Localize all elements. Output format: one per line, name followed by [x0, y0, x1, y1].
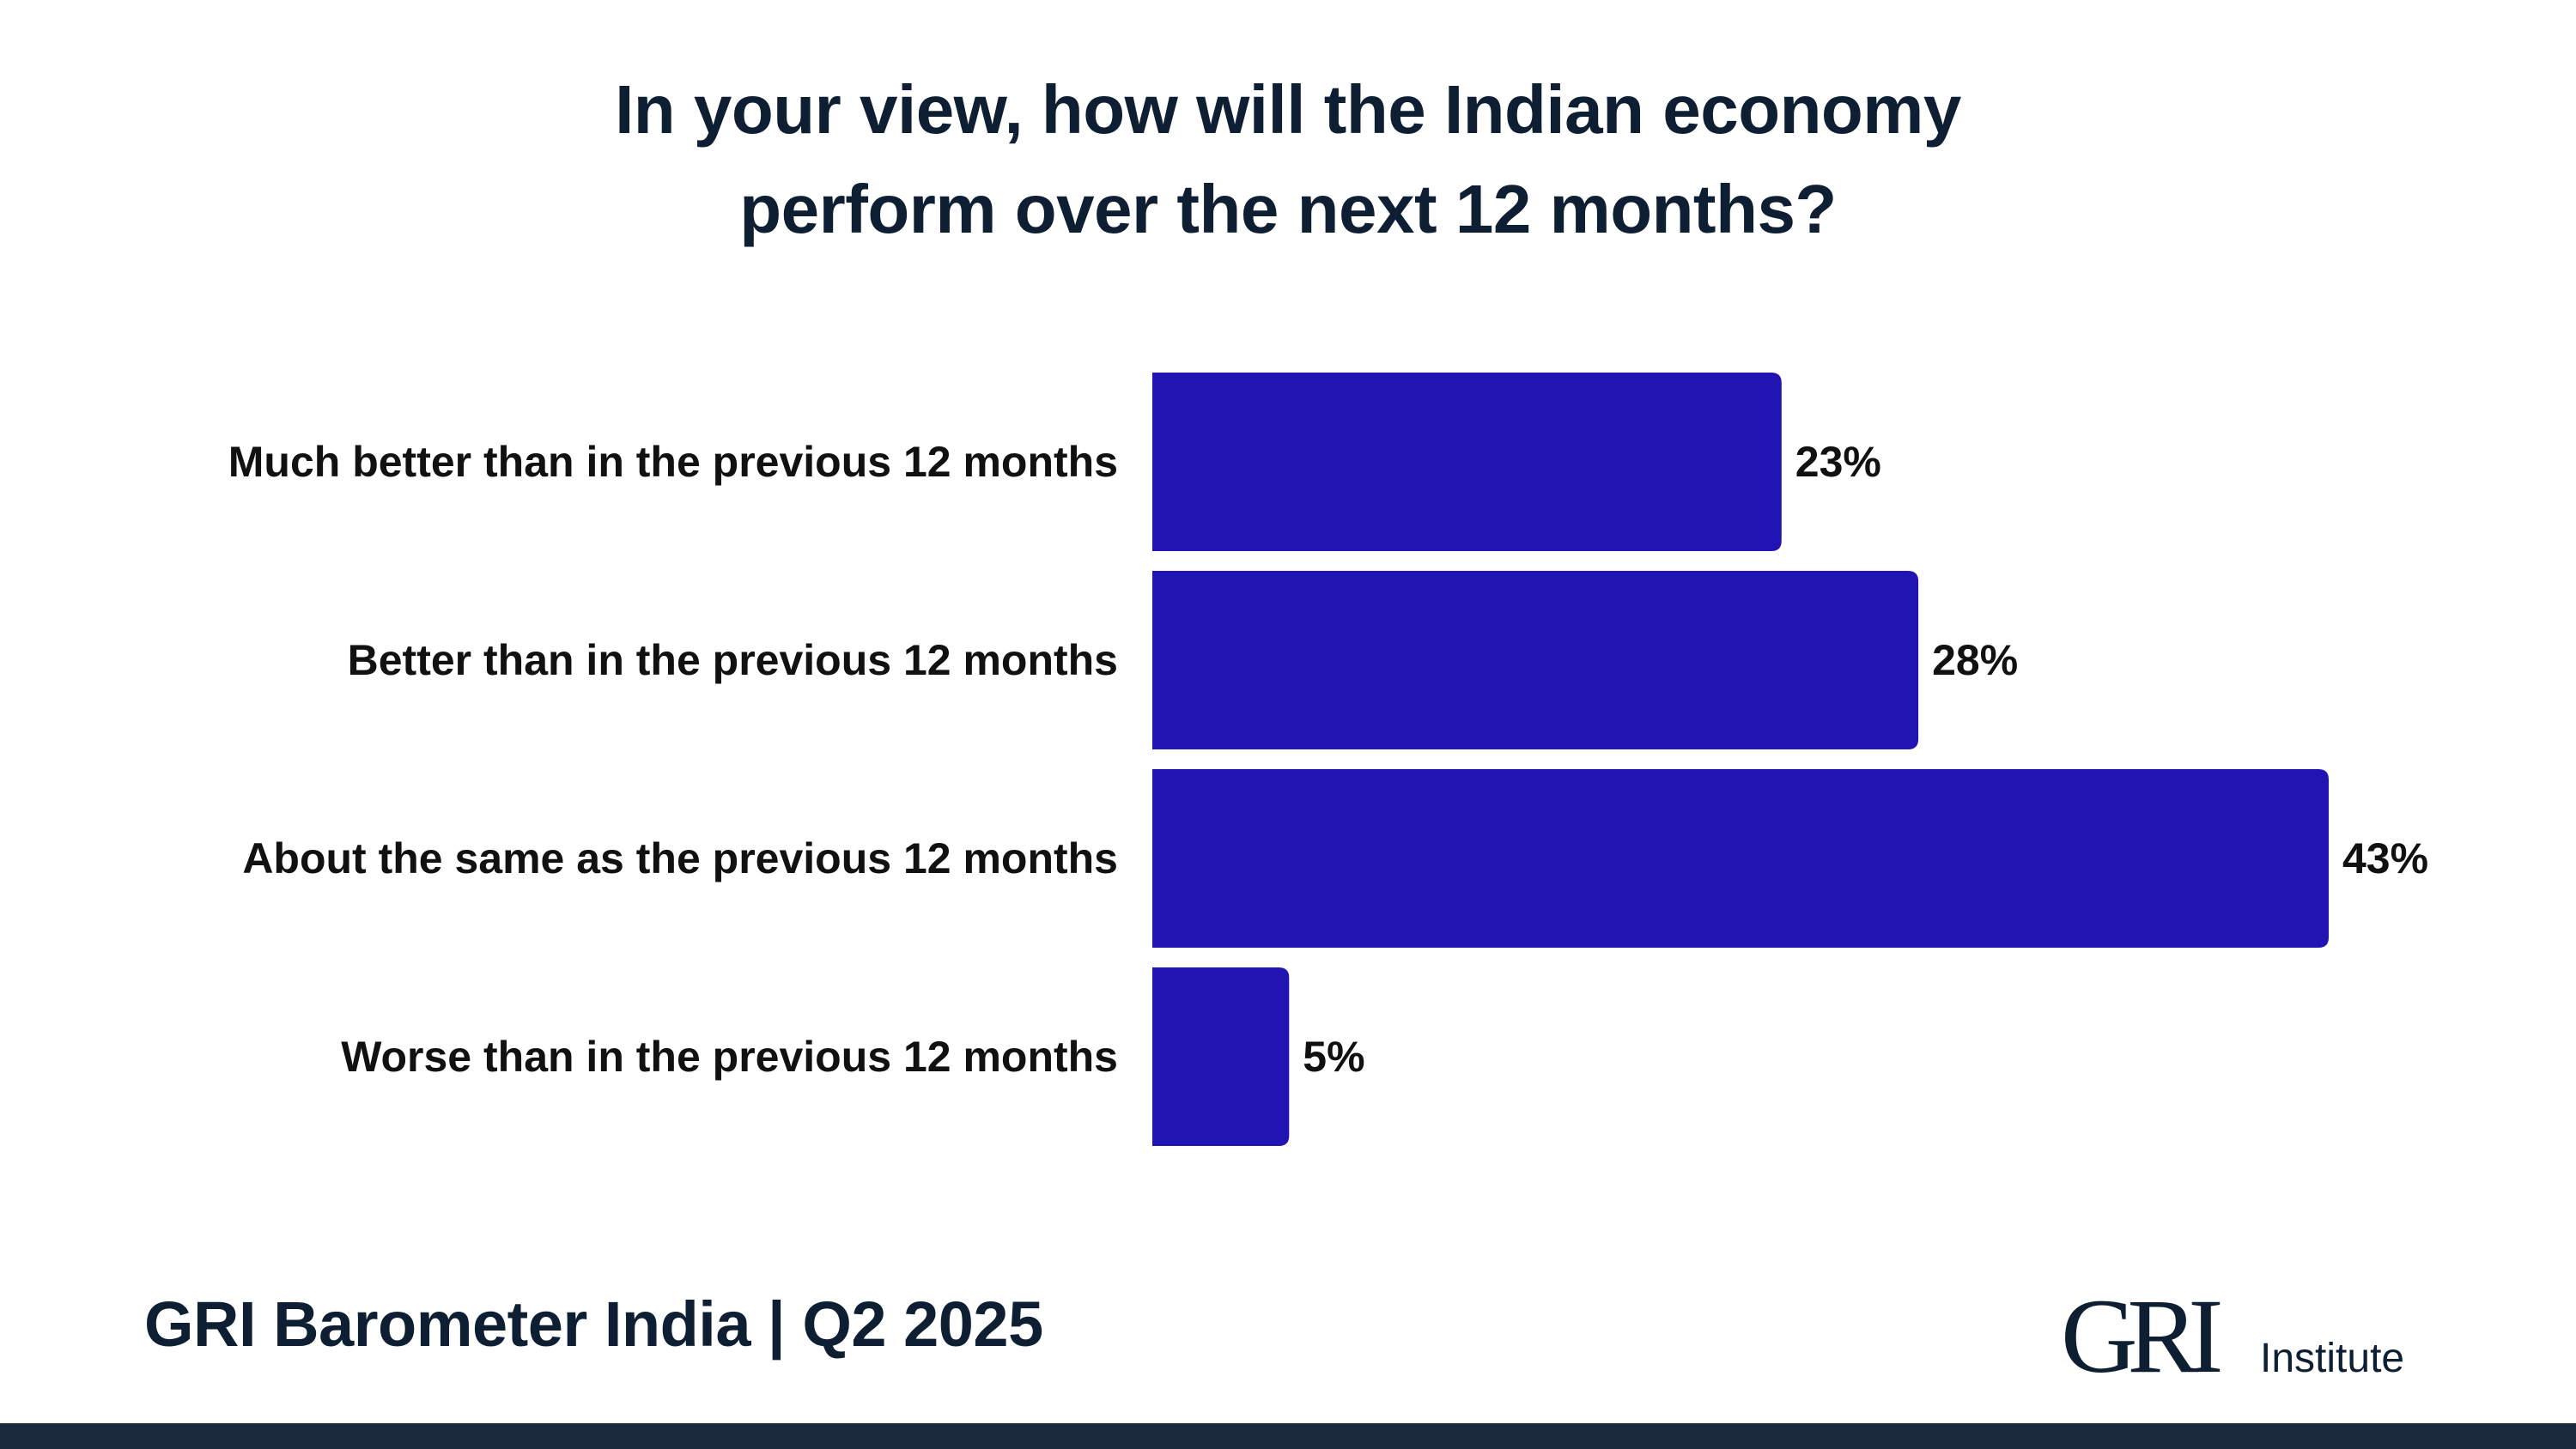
category-label-1: Much better than in the previous 12 mont…	[228, 438, 1118, 486]
value-label-3: 43%	[2342, 834, 2428, 882]
value-label-1: 23%	[1795, 438, 1881, 486]
footer-source: GRI Barometer India | Q2 2025	[144, 1288, 1043, 1360]
value-label-2: 28%	[1932, 636, 2018, 684]
category-label-4: Worse than in the previous 12 months	[341, 1033, 1118, 1081]
logo-mark: GRI	[2061, 1277, 2224, 1395]
bar-1	[1152, 373, 1782, 551]
chart-title: In your view, how will the Indian econom…	[615, 71, 1961, 247]
bar-4	[1152, 967, 1290, 1146]
bar-2	[1152, 571, 1919, 749]
gri-institute-logo: GRI Institute	[2061, 1283, 2456, 1390]
category-label-2: Better than in the previous 12 months	[348, 636, 1118, 684]
bar-3	[1152, 769, 2329, 948]
bottom-bar	[0, 1423, 2576, 1449]
category-label-3: About the same as the previous 12 months	[242, 834, 1118, 882]
value-label-4: 5%	[1303, 1033, 1364, 1081]
logo-text: Institute	[2260, 1336, 2405, 1381]
